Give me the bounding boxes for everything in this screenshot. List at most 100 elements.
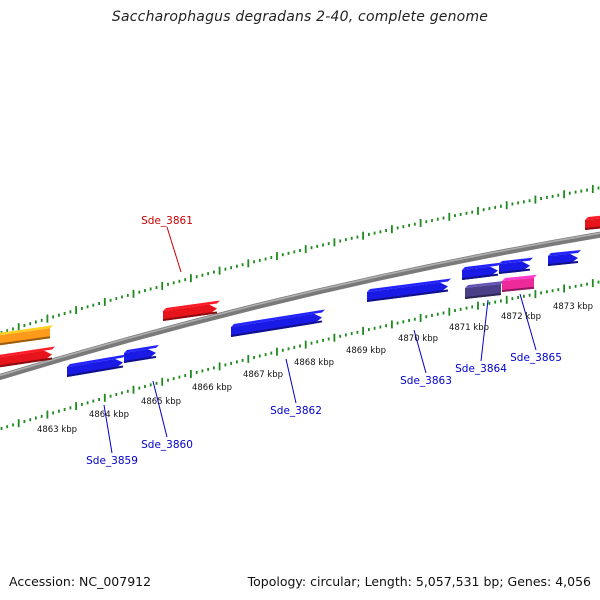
minor-tick (488, 207, 491, 211)
minor-tick (557, 288, 560, 292)
minor-tick (316, 244, 319, 248)
gene-blue-b (498, 257, 533, 274)
backbone (0, 231, 600, 381)
minor-tick (517, 201, 519, 205)
minor-tick (81, 402, 83, 406)
minor-tick (264, 353, 267, 357)
scale-label: 4864 kbp (89, 410, 129, 420)
major-tick (75, 402, 77, 411)
minor-tick (69, 406, 72, 410)
minor-tick (373, 326, 376, 330)
scale-label: 4871 kbp (449, 323, 489, 333)
gene-sde-3864 (464, 281, 504, 299)
minor-tick (523, 294, 525, 298)
gene-shadow-edge (584, 226, 600, 230)
accession-text: Accession: NC_007912 (9, 574, 152, 589)
minor-tick (511, 202, 514, 206)
minor-tick (299, 344, 301, 348)
minor-tick (586, 282, 588, 286)
minor-tick (35, 320, 37, 324)
minor-tick (12, 327, 14, 331)
minor-tick (350, 332, 353, 336)
minor-tick (442, 216, 445, 220)
minor-tick (287, 347, 290, 351)
minor-tick (574, 284, 577, 288)
minor-tick (368, 232, 370, 236)
minor-tick (546, 195, 548, 199)
minor-tick (23, 420, 26, 423)
minor-tick (236, 360, 238, 364)
gene-shadow-edge (461, 273, 499, 280)
major-tick (190, 370, 192, 378)
callout-line (519, 293, 537, 351)
minor-tick (339, 334, 342, 338)
minor-tick (167, 378, 169, 382)
major-tick (276, 252, 278, 261)
minor-tick (258, 354, 261, 358)
minor-tick (92, 399, 95, 403)
gene-top-face (502, 274, 537, 281)
minor-tick (482, 208, 485, 212)
gene-top-face (0, 346, 55, 358)
minor-tick (138, 386, 141, 390)
minor-tick (402, 320, 405, 324)
minor-tick (121, 391, 123, 395)
upper-tick-track (0, 185, 600, 334)
minor-tick (155, 381, 158, 385)
minor-tick (144, 385, 146, 388)
minor-tick (413, 317, 416, 321)
minor-tick (0, 331, 3, 334)
minor-tick (195, 275, 198, 279)
minor-tick (149, 287, 152, 291)
minor-tick (597, 186, 600, 190)
gene-top-face (499, 257, 533, 264)
major-tick (46, 314, 49, 323)
minor-tick (149, 383, 152, 387)
minor-tick (52, 411, 54, 415)
callout-line (480, 299, 489, 362)
minor-tick (310, 341, 313, 345)
scale-label: 4868 kbp (294, 358, 334, 368)
minor-tick (178, 375, 181, 379)
scale-label: 4865 kbp (141, 397, 181, 407)
minor-tick (327, 242, 330, 246)
scale-label: 4869 kbp (346, 346, 386, 356)
major-tick (505, 201, 508, 210)
label-sde-3864: Sde_3864 (455, 363, 507, 375)
minor-tick (126, 293, 129, 297)
major-tick (563, 190, 565, 199)
gene-shadow-edge (498, 268, 531, 274)
gene-body (367, 282, 448, 302)
minor-tick (322, 243, 324, 247)
minor-tick (92, 303, 95, 307)
minor-tick (425, 220, 428, 224)
minor-tick (396, 321, 399, 325)
minor-tick (413, 222, 416, 226)
minor-tick (86, 305, 89, 309)
major-tick (591, 185, 594, 193)
major-tick (132, 289, 135, 298)
minor-tick (23, 324, 26, 327)
gene-sde-3859 (66, 354, 126, 377)
minor-tick (236, 264, 238, 268)
minor-tick (574, 190, 577, 194)
label-sde-3862: Sde_3862 (270, 405, 322, 417)
minor-tick (431, 219, 433, 222)
callout-line (103, 404, 113, 454)
minor-tick (6, 425, 9, 429)
minor-tick (126, 389, 129, 393)
minor-tick (184, 278, 187, 282)
major-tick (218, 362, 221, 371)
minor-tick (86, 401, 89, 405)
minor-tick (293, 250, 296, 254)
gene-shadow-edge (230, 320, 323, 337)
gene-shadow-edge (123, 355, 157, 363)
minor-tick (316, 340, 319, 344)
minor-tick (35, 416, 37, 420)
minor-tick (597, 280, 600, 284)
minor-tick (258, 258, 261, 262)
minor-tick (213, 270, 215, 274)
callout-line (166, 226, 182, 273)
minor-tick (207, 272, 209, 276)
